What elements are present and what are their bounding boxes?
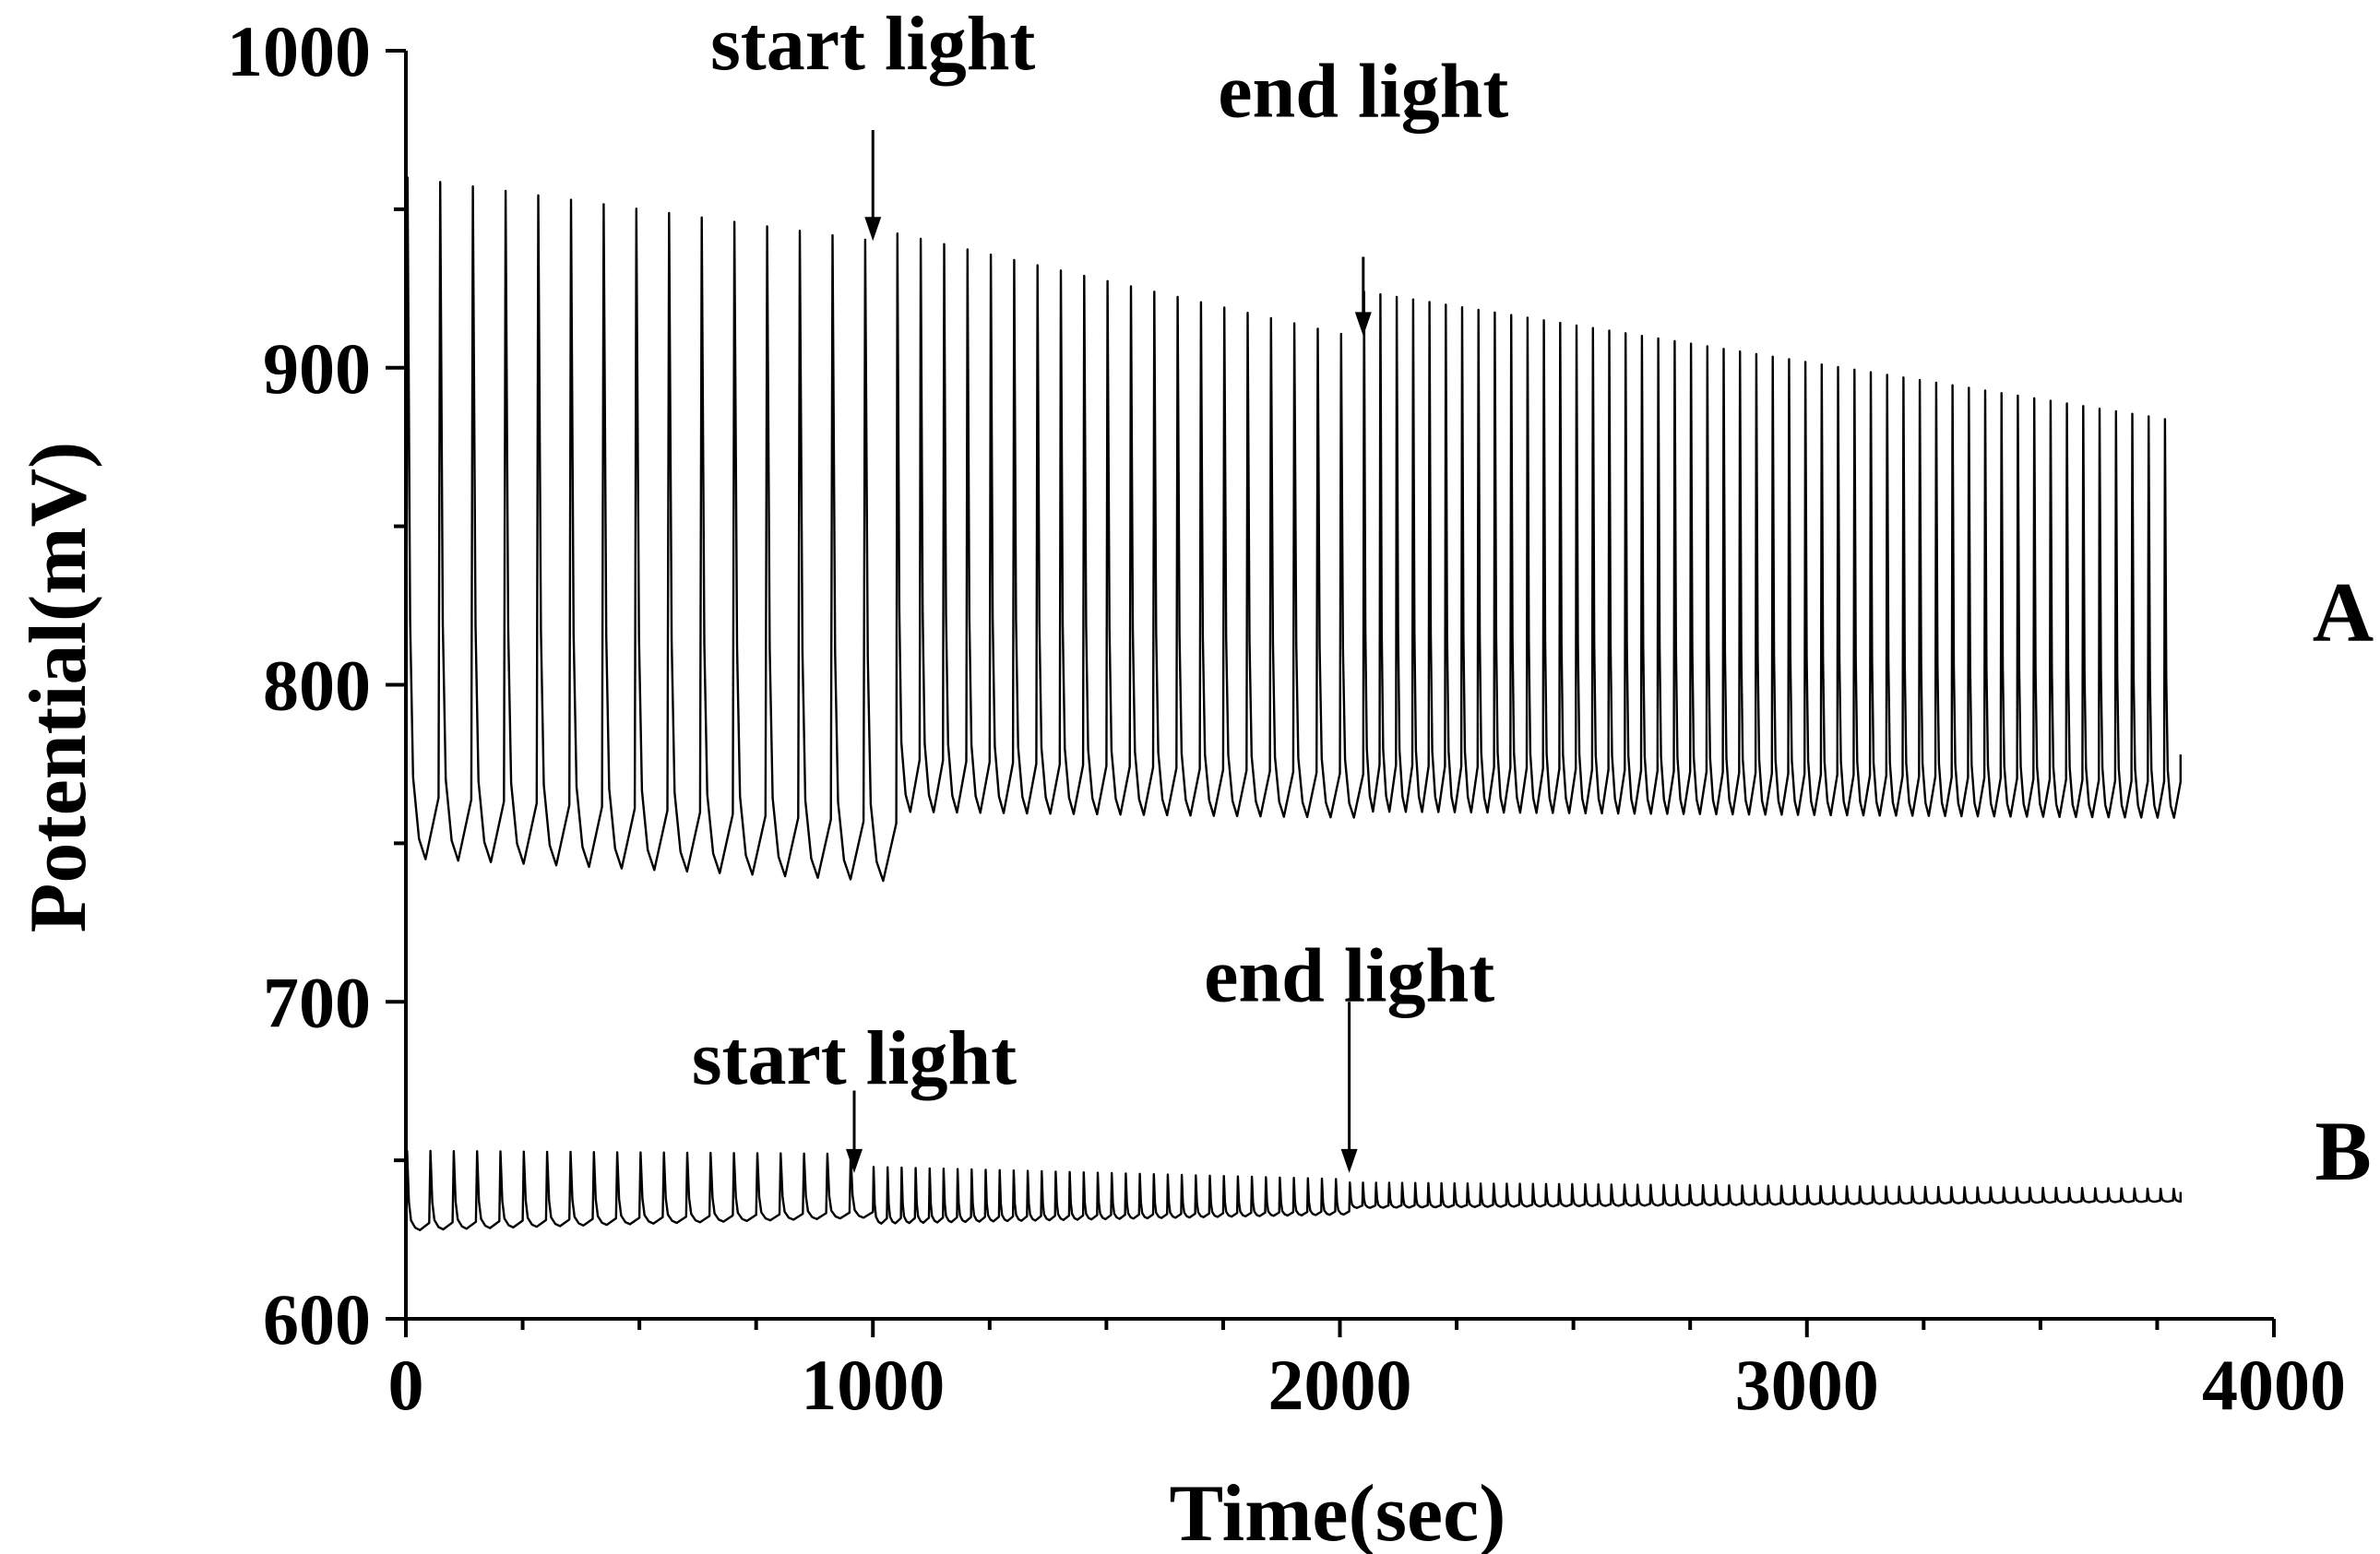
start-light-label: start light <box>692 1015 1017 1101</box>
y-tick-label: 700 <box>263 962 371 1042</box>
x-tick-label: 0 <box>388 1345 424 1425</box>
x-tick-label: 2000 <box>1268 1345 1412 1425</box>
annotations-group: start light end light start light end light <box>692 1 1508 1173</box>
end-light-label: end light <box>1204 933 1494 1019</box>
x-tick-label: 3000 <box>1735 1345 1879 1425</box>
y-axis-title: Potential(mV) <box>14 442 103 933</box>
annotation-arrowhead <box>1340 1148 1358 1173</box>
curve-label-b: B <box>2315 1104 2371 1198</box>
y-tick-label: 900 <box>263 328 371 409</box>
traces-group <box>404 176 2182 1231</box>
end-light-label: end light <box>1218 49 1508 135</box>
annotation-arrowhead <box>846 1148 863 1173</box>
curve-label-a: A <box>2313 564 2374 658</box>
trace-a <box>404 176 2182 883</box>
x-tick-label: 4000 <box>2202 1345 2346 1425</box>
annotation-arrowhead <box>1354 312 1372 337</box>
start-light-label: start light <box>710 1 1035 87</box>
x-tick-label: 1000 <box>801 1345 945 1425</box>
ticks-group <box>386 49 2276 1337</box>
tick-labels-group: 0 1000 2000 3000 4000 600 700 800 900 1000 <box>227 11 2346 1425</box>
y-tick-label: 600 <box>263 1279 371 1359</box>
x-axis-title: Time(sec) <box>1170 1469 1506 1554</box>
curve-labels-group: AB <box>2313 564 2374 1197</box>
trace-b <box>404 1149 2182 1231</box>
y-tick-label: 1000 <box>227 11 371 91</box>
annotation-arrowhead <box>864 217 882 242</box>
y-tick-label: 800 <box>263 646 371 726</box>
